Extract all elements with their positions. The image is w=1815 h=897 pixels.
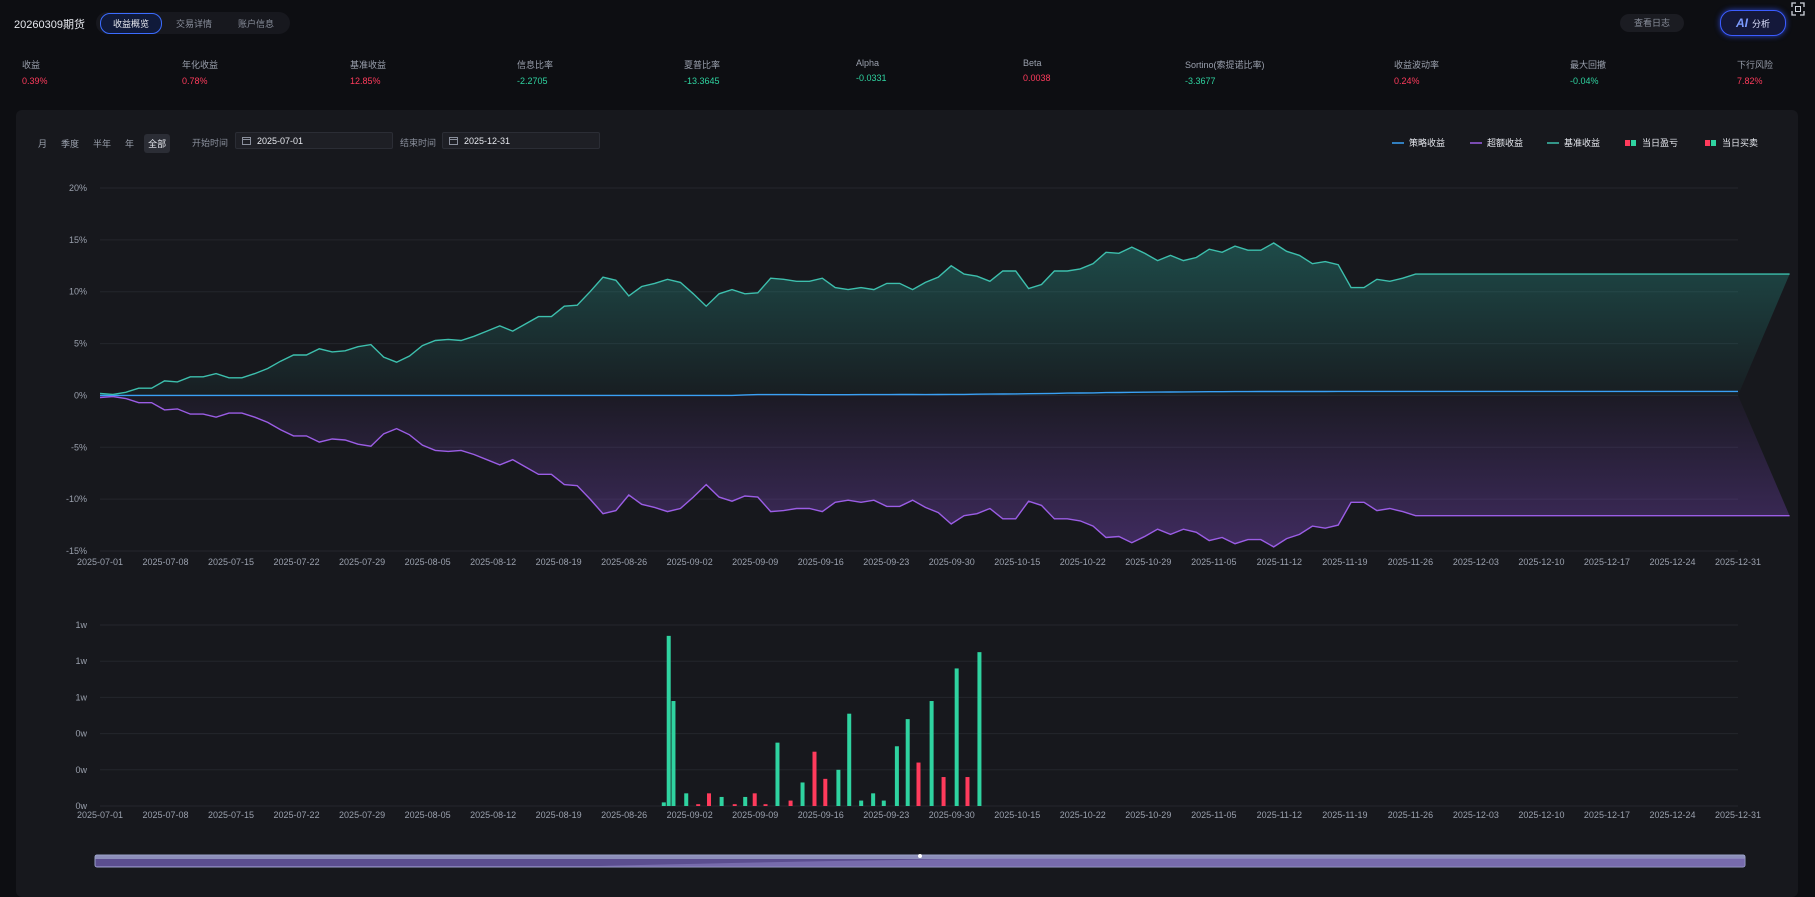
metric-information-ratio: 信息比率 -2.2705 [517,60,554,86]
legend-line-icon [1547,141,1559,144]
chart-panel [16,110,1798,897]
metric-alpha: Alpha -0.0331 [856,58,887,83]
end-date-input[interactable]: 2025-12-31 [442,132,600,149]
metric-beta: Beta 0.0038 [1023,58,1051,83]
period-month[interactable]: 月 [38,139,48,149]
metric-max-drawdown: 最大回撤 -0.04% [1570,60,1607,86]
calendar-icon [242,137,251,145]
tab-trade-details[interactable]: 交易详情 [176,18,213,29]
end-date-label: 结束时间 [400,138,437,148]
top-bar: 20260309期货 收益概览 交易详情 账户信息 查看日志 AI 分析 [0,0,1815,44]
metric-benchmark-return: 基准收益 12.85% [350,60,387,86]
metric-return: 收益 0.39% [22,60,48,86]
period-all[interactable]: 全部 [144,134,171,153]
metric-sortino: Sortino(索提诺比率) -3.3677 [1185,60,1265,86]
tab-account-info[interactable]: 账户信息 [238,18,275,29]
view-log-button[interactable]: 查看日志 [1620,14,1684,32]
legend-excess[interactable]: 超额收益 [1470,136,1523,149]
metric-downside-risk: 下行风险 7.82% [1737,60,1774,86]
period-year[interactable]: 年 [125,139,135,149]
legend-box-icon [1625,139,1636,146]
metric-volatility: 收益波动率 0.24% [1394,60,1440,86]
legend-strategy[interactable]: 策略收益 [1392,136,1445,149]
ai-analysis-button[interactable]: AI 分析 [1720,10,1786,36]
calendar-icon [449,137,458,145]
period-quarter[interactable]: 季度 [61,139,80,149]
period-selector: 月 季度 半年 年 全部 [34,134,171,153]
end-date-value: 2025-12-31 [464,135,511,146]
legend-daily-pnl[interactable]: 当日盈亏 [1625,136,1678,149]
metric-annual-return: 年化收益 0.78% [182,60,219,86]
legend-line-icon [1392,141,1404,144]
legend-box-icon [1705,139,1716,146]
tab-overview[interactable]: 收益概览 [100,12,163,34]
start-date-input[interactable]: 2025-07-01 [235,132,393,149]
metrics-row: 收益 0.39% 年化收益 0.78% 基准收益 12.85% 信息比率 -2.2705… [0,58,1815,92]
start-date-label: 开始时间 [192,138,229,148]
legend-daily-trade[interactable]: 当日买卖 [1705,136,1758,149]
account-title: 20260309期货 [14,19,85,31]
legend-line-icon [1470,141,1482,144]
period-half-year[interactable]: 半年 [93,139,112,149]
tab-bar: 收益概览 交易详情 账户信息 [96,12,291,34]
ai-icon: AI [1735,16,1748,30]
start-date-value: 2025-07-01 [257,135,304,146]
metric-sharpe-ratio: 夏普比率 -13.3645 [684,60,721,86]
legend-benchmark[interactable]: 基准收益 [1547,136,1600,149]
fullscreen-icon[interactable] [1791,2,1805,16]
ai-analysis-label: 分析 [1751,18,1770,29]
